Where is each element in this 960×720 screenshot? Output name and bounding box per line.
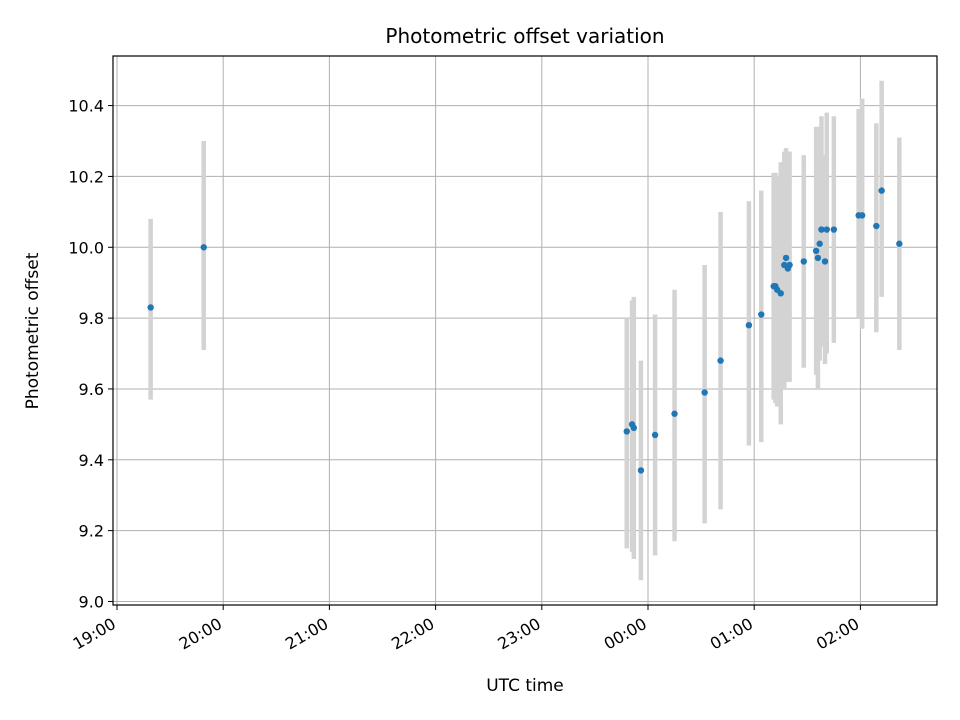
y-tick-label: 9.4 (79, 451, 104, 470)
data-point (878, 187, 885, 194)
data-points (147, 187, 903, 474)
y-axis-ticks: 9.0 9.2 9.4 9.6 9.8 10.0 10.2 10.4 (68, 97, 113, 611)
x-axis-label: UTC time (486, 676, 564, 696)
data-point (701, 389, 708, 396)
data-point (630, 424, 638, 432)
y-axis-label: Photometric offset (23, 252, 43, 409)
data-point (896, 240, 903, 247)
data-point (147, 304, 154, 311)
data-point (821, 258, 829, 265)
y-tick-label: 9.6 (79, 380, 104, 399)
data-point (200, 244, 207, 251)
data-point (651, 431, 659, 439)
y-tick-label: 9.8 (79, 309, 104, 328)
data-point (818, 226, 825, 233)
data-point (745, 321, 753, 329)
data-point (786, 261, 793, 269)
data-point (637, 467, 645, 474)
data-point (777, 290, 784, 297)
data-point (623, 428, 630, 435)
y-tick-label: 9.0 (79, 592, 104, 611)
y-tick-label: 9.2 (79, 522, 104, 541)
data-point (823, 226, 830, 233)
data-point (816, 240, 823, 247)
data-point (782, 254, 790, 262)
y-tick-label: 10.0 (68, 238, 104, 257)
plot-frame (112, 55, 938, 606)
data-point (830, 226, 838, 233)
data-point (873, 222, 880, 230)
data-point (758, 311, 765, 318)
data-point (671, 410, 678, 417)
data-point (717, 357, 724, 364)
chart-title: Photometric offset variation (385, 24, 664, 48)
data-point (800, 258, 807, 265)
y-tick-label: 10.2 (68, 167, 104, 186)
data-point (812, 247, 820, 255)
data-point (858, 212, 866, 219)
data-point (814, 254, 822, 262)
y-tick-label: 10.4 (68, 97, 104, 116)
